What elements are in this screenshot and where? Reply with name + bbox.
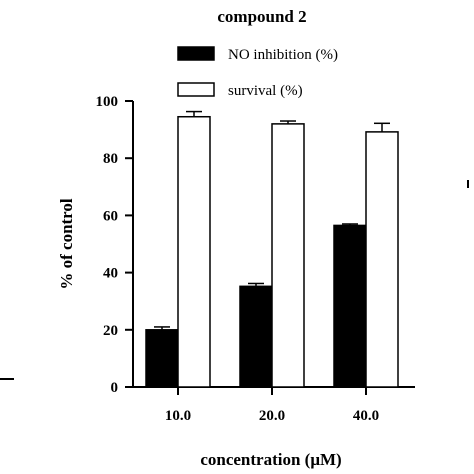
y-tick-label: 20 bbox=[103, 323, 118, 339]
x-tick-label: 20.0 bbox=[259, 408, 285, 424]
bar bbox=[271, 123, 305, 388]
bar bbox=[145, 329, 179, 388]
legend-swatch-no-inhibition bbox=[177, 46, 215, 61]
chart-title: compound 2 bbox=[217, 7, 306, 26]
y-tick-label: 40 bbox=[103, 266, 118, 282]
legend: NO inhibition (%) survival (%) bbox=[177, 46, 338, 99]
bars bbox=[145, 110, 399, 388]
legend-swatch-survival bbox=[177, 82, 215, 97]
legend-label-no-inhibition: NO inhibition (%) bbox=[228, 47, 338, 63]
y-tick-label: 0 bbox=[111, 380, 119, 396]
bar bbox=[333, 224, 367, 388]
bar bbox=[239, 285, 273, 388]
y-tick-label: 100 bbox=[96, 94, 119, 110]
edge-fragments bbox=[0, 180, 469, 380]
bar bbox=[177, 115, 211, 388]
y-axis-label: % of control bbox=[57, 198, 76, 290]
x-axis-label: concentration (μM) bbox=[200, 450, 341, 469]
bar bbox=[365, 131, 399, 388]
x-tick-label: 40.0 bbox=[353, 408, 379, 424]
y-tick-label: 80 bbox=[103, 151, 118, 167]
x-axis: 10.0 20.0 40.0 bbox=[132, 386, 415, 424]
y-tick-label: 60 bbox=[103, 208, 118, 224]
legend-label-survival: survival (%) bbox=[228, 83, 303, 99]
y-axis: 0 20 40 60 80 100 bbox=[96, 94, 134, 396]
x-tick-label: 10.0 bbox=[165, 408, 191, 424]
